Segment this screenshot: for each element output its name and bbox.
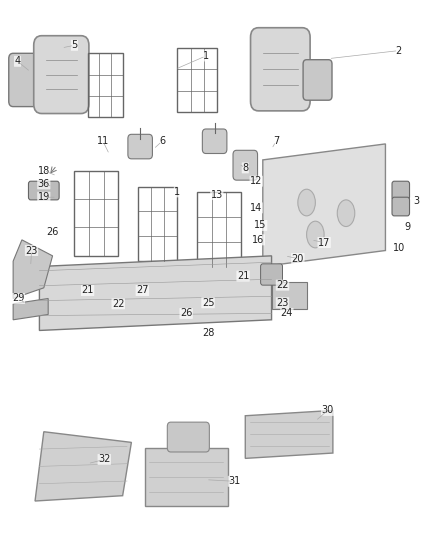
Bar (74, 171, 118, 256)
Text: 30: 30 (321, 406, 334, 415)
PathPatch shape (35, 432, 131, 501)
Text: 29: 29 (12, 294, 25, 303)
Text: 21: 21 (237, 271, 249, 281)
Text: 24: 24 (281, 309, 293, 318)
PathPatch shape (272, 282, 307, 309)
FancyBboxPatch shape (303, 60, 332, 100)
PathPatch shape (39, 256, 272, 330)
Bar (177, 48, 217, 112)
FancyBboxPatch shape (261, 264, 283, 285)
Text: 14: 14 (250, 203, 262, 213)
Text: 13: 13 (211, 190, 223, 199)
FancyBboxPatch shape (392, 181, 410, 200)
Ellipse shape (307, 221, 324, 248)
Text: 26: 26 (180, 309, 192, 318)
PathPatch shape (13, 298, 48, 320)
FancyBboxPatch shape (233, 150, 258, 180)
PathPatch shape (145, 448, 228, 506)
PathPatch shape (13, 240, 53, 298)
Text: 28: 28 (202, 328, 214, 338)
Ellipse shape (298, 189, 315, 216)
Text: 23: 23 (276, 298, 289, 308)
Ellipse shape (337, 200, 355, 227)
Text: 15: 15 (254, 221, 267, 230)
Text: 25: 25 (202, 298, 214, 308)
Text: 9: 9 (404, 222, 410, 231)
Text: 21: 21 (81, 286, 94, 295)
Text: 27: 27 (136, 286, 148, 295)
Bar (138, 187, 177, 261)
FancyBboxPatch shape (128, 134, 152, 159)
Bar (197, 192, 241, 266)
Text: 10: 10 (392, 243, 405, 253)
Text: 20: 20 (292, 254, 304, 263)
FancyBboxPatch shape (28, 181, 59, 200)
Text: 19: 19 (38, 192, 50, 202)
Text: 18: 18 (38, 166, 50, 175)
Text: 7: 7 (273, 136, 279, 146)
Text: 22: 22 (112, 299, 124, 309)
Bar (88, 53, 123, 117)
PathPatch shape (245, 410, 333, 458)
Text: 2: 2 (396, 46, 402, 55)
Text: 1: 1 (174, 187, 180, 197)
Text: 36: 36 (38, 179, 50, 189)
Text: 8: 8 (242, 163, 248, 173)
Text: 17: 17 (318, 238, 330, 247)
FancyBboxPatch shape (202, 129, 227, 154)
Text: 22: 22 (276, 280, 289, 290)
Text: 1: 1 (203, 51, 209, 61)
FancyBboxPatch shape (392, 197, 410, 216)
Text: 11: 11 (97, 136, 109, 146)
PathPatch shape (263, 144, 385, 266)
FancyBboxPatch shape (251, 28, 310, 111)
FancyBboxPatch shape (34, 36, 89, 114)
Text: 31: 31 (228, 477, 240, 486)
Text: 23: 23 (25, 246, 38, 255)
FancyBboxPatch shape (167, 422, 209, 452)
Text: 6: 6 (159, 136, 165, 146)
Text: 16: 16 (252, 235, 265, 245)
FancyBboxPatch shape (9, 53, 44, 107)
Text: 4: 4 (14, 56, 21, 66)
Text: 12: 12 (250, 176, 262, 186)
Text: 3: 3 (413, 197, 419, 206)
Text: 26: 26 (46, 227, 59, 237)
Text: 32: 32 (98, 455, 110, 464)
Text: 5: 5 (71, 41, 78, 50)
